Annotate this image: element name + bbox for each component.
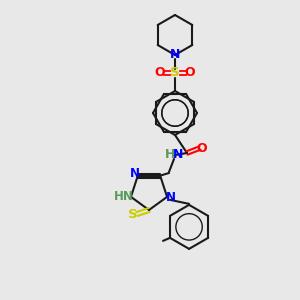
Text: N: N — [166, 191, 176, 204]
Text: HN: HN — [114, 190, 134, 203]
Text: H: H — [165, 148, 175, 161]
Text: N: N — [130, 167, 140, 180]
Text: S: S — [170, 67, 180, 80]
Text: N: N — [173, 148, 183, 161]
Text: O: O — [185, 67, 195, 80]
Text: S: S — [128, 208, 138, 221]
Text: N: N — [170, 49, 180, 62]
Text: O: O — [197, 142, 207, 154]
Text: O: O — [155, 67, 165, 80]
